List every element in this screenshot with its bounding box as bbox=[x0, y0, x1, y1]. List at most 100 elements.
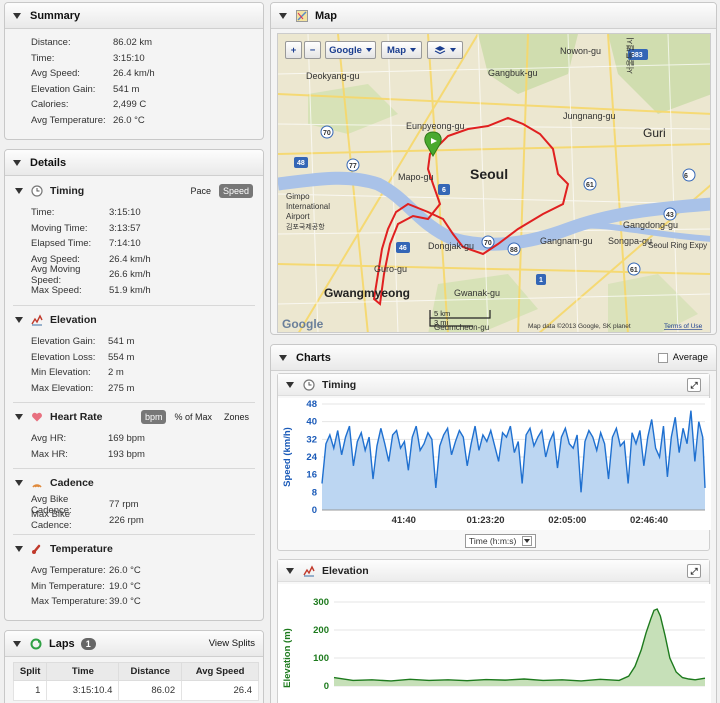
y-tick-label: 40 bbox=[306, 417, 317, 428]
stat-label: Min Elevation: bbox=[31, 367, 91, 379]
stat-label: Avg Temperature: bbox=[31, 565, 106, 577]
collapse-triangle-icon[interactable] bbox=[286, 567, 294, 574]
table-row[interactable]: 1 3:15:10.4 86.02 26.4 bbox=[12, 680, 259, 701]
zoom-out-button[interactable]: − bbox=[304, 41, 321, 59]
stat-value: 7:14:10 bbox=[109, 238, 141, 250]
stat-row: Avg Temperature: 26.0 °C bbox=[31, 563, 257, 579]
stat-value: 86.02 km bbox=[113, 37, 153, 49]
collapse-triangle-icon[interactable] bbox=[15, 317, 23, 323]
map-label-guri: Guri bbox=[643, 126, 666, 140]
chevron-down-icon bbox=[522, 536, 533, 546]
stat-label: Max Bike Cadence: bbox=[31, 509, 72, 532]
x-tick-label: 02:46:40 bbox=[630, 515, 668, 526]
stat-label: Calories: bbox=[31, 99, 69, 111]
map-label-jungnang: Jungnang-gu bbox=[563, 111, 616, 121]
collapse-triangle-icon[interactable] bbox=[15, 480, 23, 486]
laps-count-badge: 1 bbox=[80, 637, 96, 650]
laps-column-header[interactable]: Avg Speed bbox=[181, 662, 259, 681]
collapse-triangle-icon[interactable] bbox=[286, 381, 294, 388]
collapse-triangle-icon[interactable] bbox=[13, 12, 21, 19]
y-tick-label: 16 bbox=[306, 470, 317, 481]
stat-label: Avg Temperature: bbox=[31, 114, 106, 126]
stat-value: 554 m bbox=[108, 351, 135, 363]
heart-icon bbox=[32, 412, 42, 422]
laps-header[interactable]: Laps 1 View Splits bbox=[5, 631, 263, 657]
laps-column-header[interactable]: Time bbox=[46, 662, 120, 681]
stat-value: 77 rpm bbox=[109, 499, 139, 511]
average-checkbox[interactable] bbox=[657, 352, 668, 363]
stat-label: Time: bbox=[31, 52, 55, 64]
average-toggle[interactable]: Average bbox=[657, 352, 708, 363]
summary-stats: Distance: 86.02 km Time: 3:15:10 Avg Speed: 2… bbox=[5, 29, 263, 128]
collapse-triangle-icon[interactable] bbox=[279, 12, 287, 19]
elevation-section-header[interactable]: Elevation bbox=[15, 310, 257, 330]
stat-value: 26.4 km/h bbox=[109, 253, 151, 265]
collapse-triangle-icon[interactable] bbox=[13, 640, 21, 647]
elevation-title: Elevation bbox=[50, 314, 97, 326]
cadence-section-header[interactable]: Cadence bbox=[15, 473, 257, 493]
pace-toggle[interactable]: Pace bbox=[190, 186, 211, 196]
map-label-deokyang: Deokyang-gu bbox=[306, 71, 360, 81]
view-splits-link[interactable]: View Splits bbox=[208, 638, 255, 649]
stat-value: 26.0 °C bbox=[109, 565, 141, 577]
elevation-chart-header[interactable]: Elevation ⤢ bbox=[278, 560, 709, 582]
charts-header[interactable]: Charts Average bbox=[271, 345, 716, 371]
bpm-toggle[interactable]: bpm bbox=[140, 410, 167, 424]
details-header[interactable]: Details bbox=[5, 150, 263, 176]
expand-chart-icon[interactable]: ⤢ bbox=[687, 378, 701, 392]
x-tick-label: 41:40 bbox=[392, 515, 416, 526]
percent-max-toggle[interactable]: % of Max bbox=[174, 412, 212, 422]
google-logo[interactable]: Google bbox=[282, 317, 324, 331]
map-label-dongjak: Dongjak-gu bbox=[428, 241, 474, 251]
zones-toggle[interactable]: Zones bbox=[223, 412, 249, 422]
layers-dropdown[interactable] bbox=[427, 41, 463, 59]
divider bbox=[13, 468, 255, 469]
series-area bbox=[322, 410, 705, 510]
expand-chart-icon[interactable]: ⤢ bbox=[687, 564, 701, 578]
map-provider-dropdown[interactable]: Google bbox=[325, 41, 376, 59]
x-axis-selector[interactable]: Time (h:m:s) bbox=[465, 534, 537, 548]
map-header[interactable]: Map bbox=[271, 3, 716, 29]
collapse-triangle-icon[interactable] bbox=[13, 159, 21, 166]
map-type-dropdown[interactable]: Map bbox=[381, 41, 422, 59]
cadence-stats: Avg Bike Cadence: 77 rpm Max Bike Cadence:… bbox=[15, 493, 257, 532]
summary-header[interactable]: Summary bbox=[5, 3, 263, 29]
stat-label: Avg Moving Speed: bbox=[31, 263, 81, 286]
collapse-triangle-icon[interactable] bbox=[15, 414, 23, 420]
stat-row: Avg Moving Speed: 26.6 km/h bbox=[31, 263, 257, 286]
timing-section-header[interactable]: Timing Pace Speed bbox=[15, 181, 257, 201]
laps-column-header[interactable]: Distance bbox=[118, 662, 183, 681]
speed-toggle[interactable]: Speed bbox=[218, 184, 253, 198]
svg-text:6: 6 bbox=[442, 187, 446, 194]
collapse-triangle-icon[interactable] bbox=[15, 546, 23, 552]
stat-row: Elevation Gain: 541 m bbox=[31, 334, 257, 350]
map-label-gimpo-kr: 김포국제공항 bbox=[286, 222, 325, 231]
details-panel: Details Timing Pace Speed Time: 3:15:10 Mo… bbox=[4, 149, 264, 621]
map-view[interactable]: 383 48 6 46 1 70 77 70 88 61 61 43 6 Now… bbox=[277, 33, 711, 333]
speed-chart[interactable]: 0 8 16 24 32 40 48 Speed (km/h) 41:40 01:23:20 02:… bbox=[278, 398, 711, 530]
map-scale: 5 km 3 mi bbox=[429, 309, 491, 327]
stat-label: Max HR: bbox=[31, 448, 68, 460]
map-canvas[interactable]: 383 48 6 46 1 70 77 70 88 61 61 43 6 Now… bbox=[278, 34, 711, 333]
laps-column-header[interactable]: Split bbox=[12, 662, 48, 681]
heart-rate-section-header[interactable]: Heart Rate bpm % of Max Zones bbox=[15, 407, 257, 427]
elevation-graph-icon bbox=[303, 564, 315, 576]
svg-text:43: 43 bbox=[666, 212, 674, 219]
stat-label: Avg HR: bbox=[31, 433, 67, 445]
laps-table: Split Time Distance Avg Speed 1 3:15:10.4 86.… bbox=[12, 662, 259, 701]
timing-chart-header[interactable]: Timing ⤢ bbox=[278, 374, 709, 396]
map-label-mapo: Mapo-gu bbox=[398, 172, 434, 182]
stat-value: 541 m bbox=[113, 83, 140, 95]
stat-label: Moving Time: bbox=[31, 222, 88, 234]
temperature-section-header[interactable]: Temperature bbox=[15, 539, 257, 559]
zoom-in-button[interactable]: + bbox=[285, 41, 302, 59]
terms-of-use-link[interactable]: Terms of Use bbox=[664, 323, 703, 330]
svg-text:88: 88 bbox=[510, 247, 518, 254]
collapse-triangle-icon[interactable] bbox=[279, 354, 287, 361]
stat-value: 3:15:10 bbox=[109, 207, 141, 219]
collapse-triangle-icon[interactable] bbox=[15, 188, 23, 194]
stat-row: Elapsed Time: 7:14:10 bbox=[31, 236, 257, 252]
chevron-down-icon bbox=[450, 48, 456, 52]
map-label-gimpo: Gimpo bbox=[286, 192, 310, 201]
